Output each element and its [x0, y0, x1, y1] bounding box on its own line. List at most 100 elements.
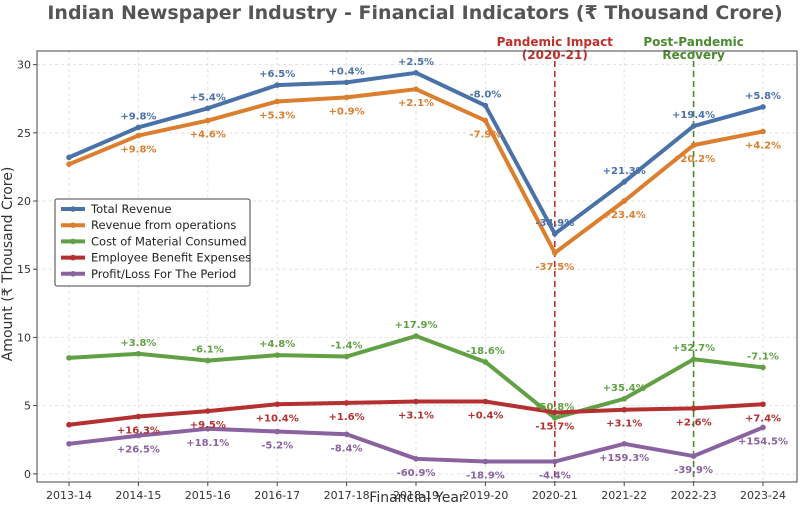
x-axis-label: Financial Year [369, 490, 465, 506]
data-label: +4.2% [745, 140, 781, 151]
data-point [343, 79, 350, 86]
data-point [66, 421, 72, 428]
legend-marker [70, 238, 76, 245]
x-tick-label: 2017-18 [324, 489, 370, 502]
annotation-text: Post-Pandemic [643, 35, 743, 49]
data-point [274, 401, 281, 408]
data-point [413, 86, 419, 92]
data-label: -39.9% [674, 465, 713, 476]
annotation-text: Pandemic Impact [497, 35, 614, 49]
legend-entry: Total Revenue [90, 202, 172, 216]
data-label: +6.5% [259, 69, 295, 80]
data-label: +2.5% [398, 57, 434, 68]
data-point [552, 409, 558, 416]
data-label: +35.4% [603, 383, 646, 394]
data-label: +21.3% [603, 166, 646, 177]
data-point [413, 333, 419, 339]
legend-entry: Profit/Loss For The Period [91, 267, 236, 281]
data-point [690, 123, 697, 129]
legend: Total Revenue Revenue from operations Cost… [54, 198, 251, 287]
data-point [621, 396, 627, 402]
data-label: -1.4% [331, 341, 363, 352]
data-point [66, 161, 72, 168]
y-tick-label: 25 [17, 127, 31, 140]
data-point [413, 70, 419, 76]
data-point [205, 426, 211, 432]
data-label: -60.9% [397, 468, 436, 479]
data-label: +5.3% [259, 110, 295, 121]
data-point [66, 441, 72, 447]
x-tick-label: 2015-16 [185, 489, 231, 502]
data-label: -6.1% [192, 345, 224, 356]
data-label: +7.4% [745, 413, 781, 424]
data-label: -7.1% [747, 351, 779, 362]
data-label: +23.4% [603, 210, 646, 221]
data-point [343, 400, 350, 406]
x-tick-label: 2019-20 [462, 489, 508, 502]
data-label: +3.8% [120, 338, 156, 349]
series-lines [66, 70, 766, 465]
data-label: +1.6% [329, 412, 365, 423]
data-point [482, 102, 489, 109]
data-label: +18.1% [186, 438, 229, 449]
data-point [205, 105, 211, 112]
legend-entry: Employee Benefit Expenses [91, 251, 251, 265]
legend-marker [70, 271, 76, 277]
data-label: +3.1% [606, 419, 642, 430]
data-point [343, 353, 350, 360]
y-tick-label: 15 [17, 263, 31, 276]
data-point [66, 355, 72, 361]
data-point [552, 230, 558, 237]
data-label: +16.3% [117, 426, 160, 437]
annotations: Pandemic Impact(2020-21) Post-PandemicRec… [497, 35, 744, 482]
data-label: +9.8% [120, 111, 156, 122]
data-label: +9.5% [190, 420, 226, 431]
data-point [552, 415, 558, 421]
annotation-text: (2020-21) [522, 48, 588, 62]
x-axis-ticks: 2013-14 2014-15 2015-16 2016-17 2017-18 2018-… [46, 482, 786, 502]
data-point [482, 398, 489, 405]
data-label: -4.4% [539, 471, 571, 482]
data-label: +0.4% [329, 66, 365, 77]
x-tick-label: 2018-19 [393, 489, 439, 502]
y-axis-label: Amount (₹ Thousand Crore) [0, 167, 16, 362]
data-point [482, 359, 489, 365]
data-point [760, 424, 766, 431]
y-tick-label: 0 [24, 468, 31, 481]
data-label: -18.9% [466, 471, 505, 482]
data-label: +20.2% [672, 154, 715, 165]
x-tick-label: 2021-22 [601, 489, 647, 502]
data-point [135, 350, 142, 357]
data-point [552, 458, 558, 465]
data-label: +17.9% [394, 320, 437, 331]
data-label: +26.5% [117, 445, 160, 456]
data-label: -37.5% [535, 262, 574, 273]
data-point [552, 250, 558, 256]
y-tick-label: 5 [24, 400, 31, 413]
data-point [205, 117, 211, 124]
x-tick-label: 2022-23 [671, 489, 717, 502]
data-label: +2.1% [398, 98, 434, 109]
data-point [274, 82, 281, 88]
data-label: +5.8% [745, 91, 781, 102]
data-point [690, 453, 697, 459]
data-label: +0.9% [329, 106, 365, 117]
data-point [760, 364, 766, 371]
data-point [760, 104, 766, 110]
data-label: +2.6% [676, 417, 712, 428]
data-point [621, 441, 627, 447]
data-label: +159.3% [599, 453, 649, 464]
data-point [482, 117, 489, 124]
x-tick-label: 2013-14 [46, 489, 92, 502]
legend-marker [70, 206, 76, 212]
x-tick-label: 2023-24 [740, 489, 786, 502]
data-labels: +9.8% +5.4% +6.5% +0.4% +2.5% -8.0% -34.9% +21.… [117, 57, 788, 482]
data-point [135, 413, 142, 420]
data-point [343, 431, 350, 438]
data-point [760, 401, 766, 408]
data-label: +10.4% [256, 413, 299, 424]
x-tick-label: 2020-21 [532, 489, 578, 502]
plot-frame [36, 50, 798, 483]
chart-title: Indian Newspaper Industry - Financial In… [47, 2, 782, 24]
